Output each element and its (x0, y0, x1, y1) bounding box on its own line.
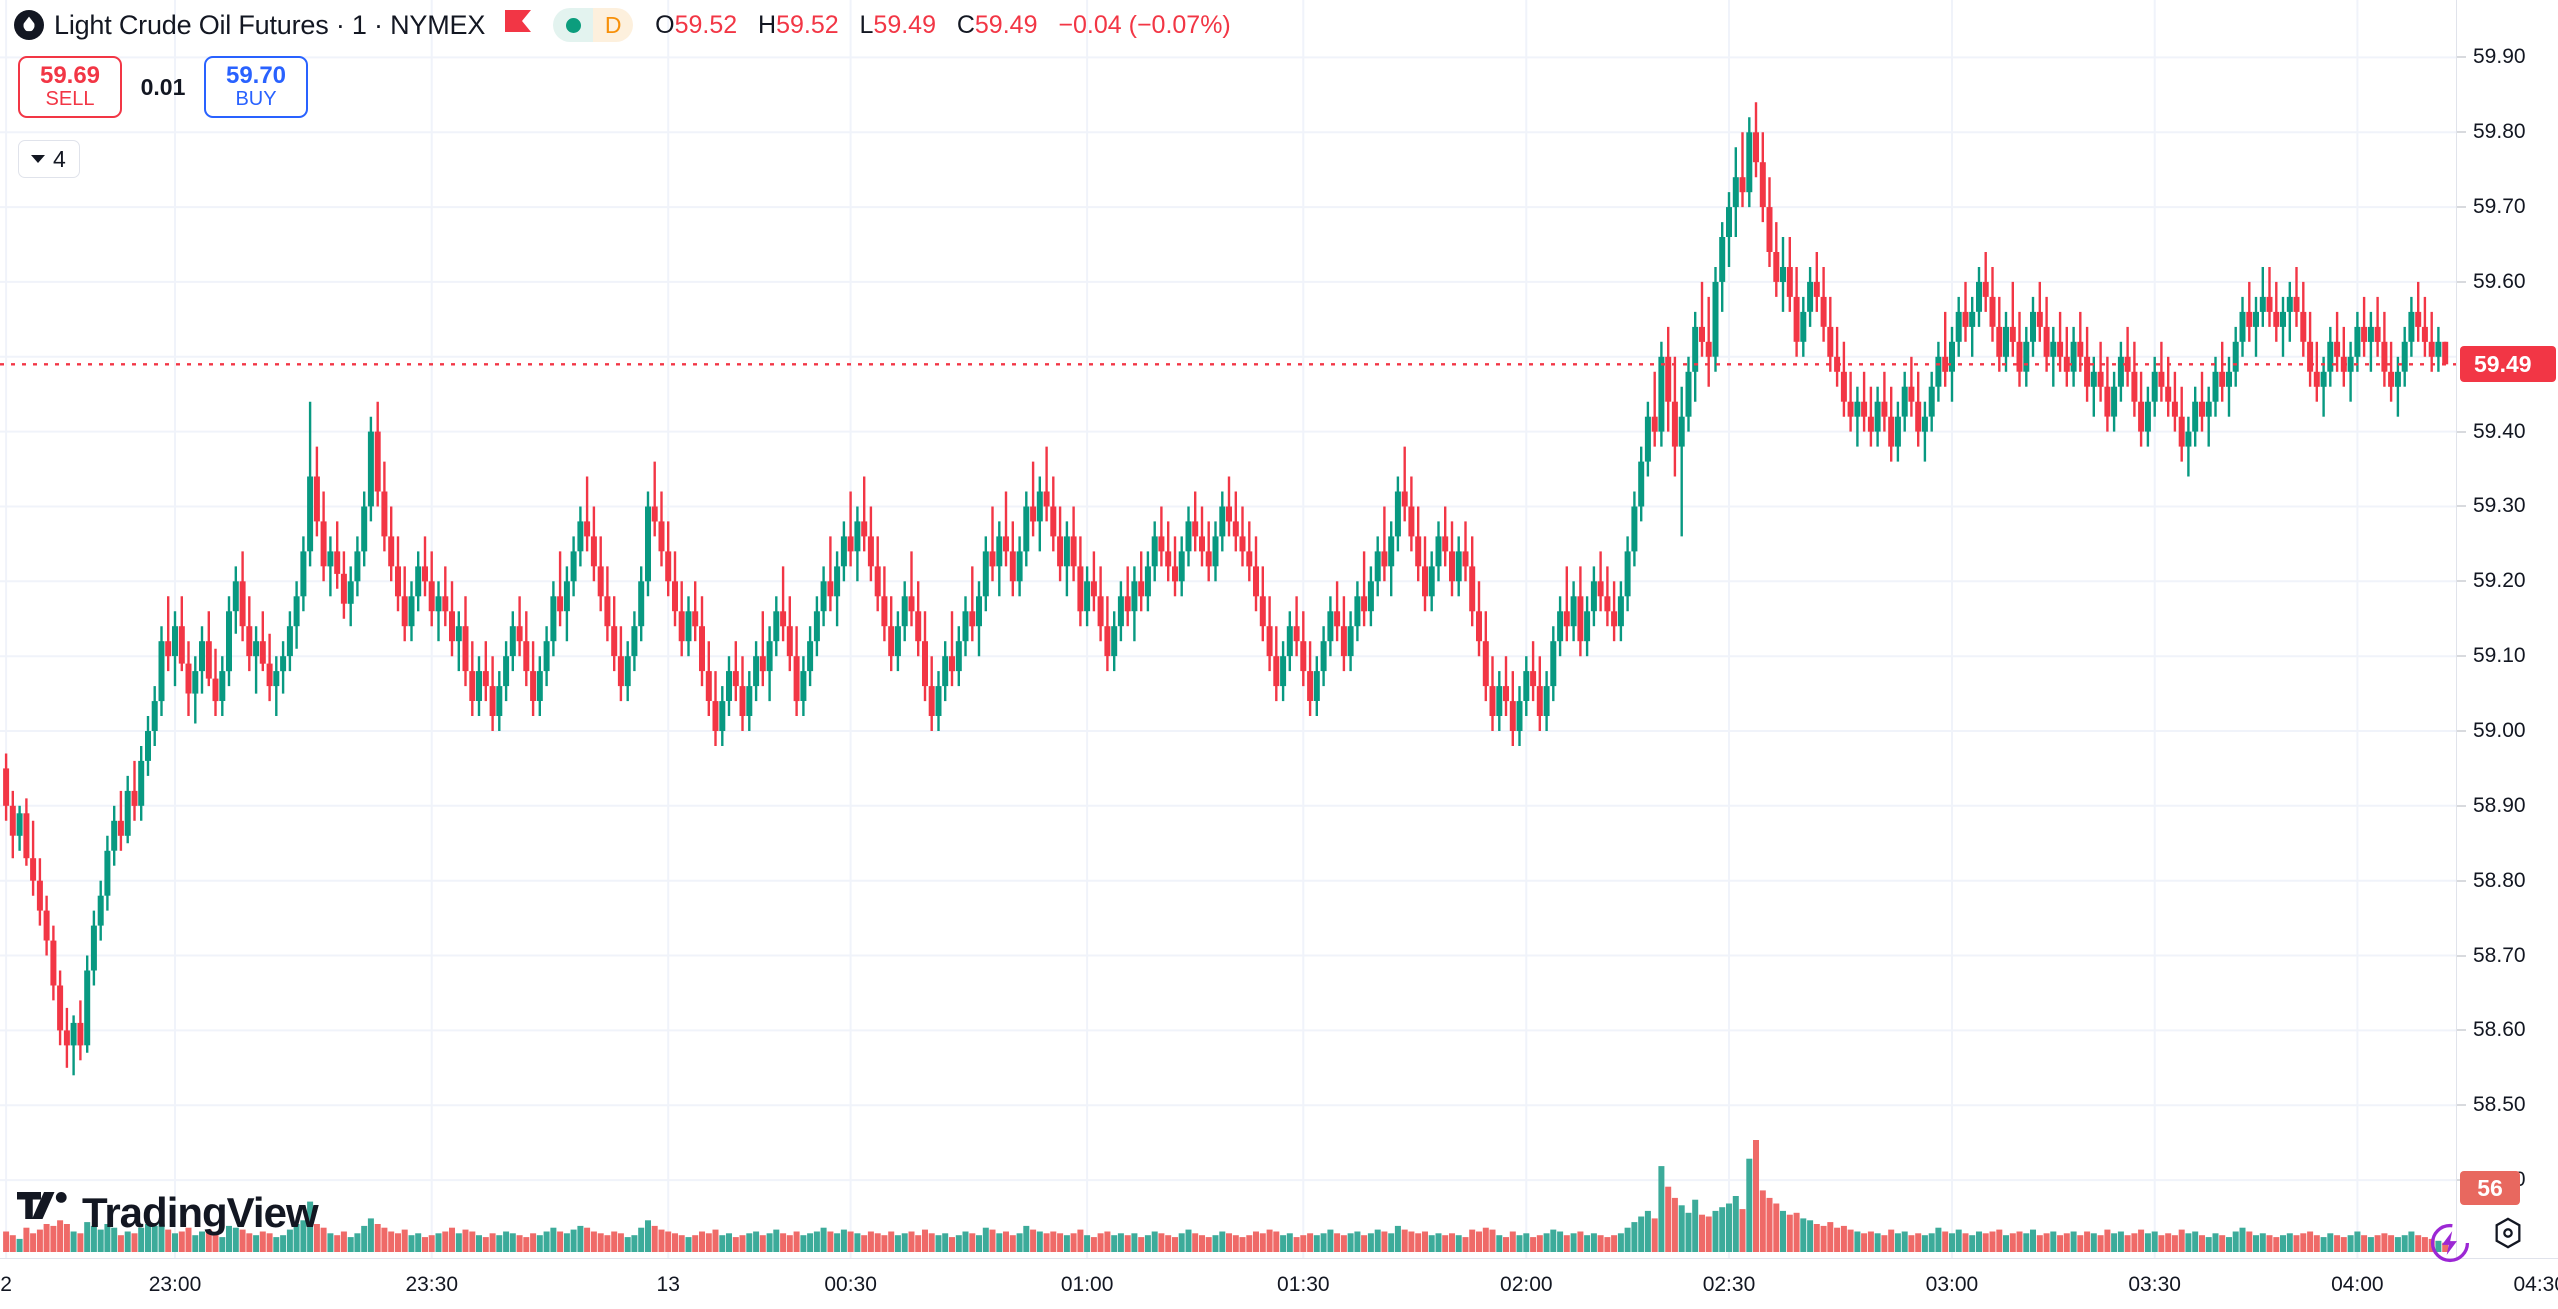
sell-button[interactable]: 59.69 SELL (18, 56, 122, 118)
time-tick-label: 13 (656, 1273, 680, 1296)
price-tick-label: 59.20 (2473, 569, 2526, 593)
price-tick-dash (2457, 955, 2466, 957)
ohlc-change: −0.04 (−0.07%) (1058, 10, 1231, 39)
ohlc-close-value: 59.49 (974, 10, 1038, 39)
time-tick-label: 01:30 (1277, 1273, 1330, 1296)
price-tick-dash (2457, 655, 2466, 657)
time-tick-label: 02:30 (1702, 1273, 1756, 1296)
price-tick-label: 59.60 (2473, 269, 2526, 293)
price-tick-dash (2457, 56, 2466, 58)
candlestick-series (3, 102, 2449, 1076)
realtime-lightning-icon[interactable] (2428, 1221, 2472, 1265)
time-tick-label: 04:00 (2331, 1273, 2384, 1296)
quantity-dropdown[interactable]: 4 (18, 140, 80, 178)
price-tick-dash (2457, 1029, 2466, 1031)
session-interval-badge[interactable]: D (553, 8, 634, 42)
price-tick-label: 59.80 (2473, 120, 2526, 144)
price-tick-dash (2457, 580, 2466, 582)
price-tick-label: 58.60 (2473, 1018, 2526, 1042)
ohlc-low-value: 59.49 (873, 10, 936, 39)
chevron-down-icon (31, 155, 45, 163)
oil-drop-icon (14, 10, 44, 40)
time-tick-label: 00:30 (824, 1273, 877, 1296)
flag-icon[interactable] (505, 10, 532, 40)
time-tick-label: 23:00 (148, 1273, 202, 1296)
price-axis[interactable]: 59.90 59.80 59.70 59.60 59.40 59.30 59.20 59.10… (2456, 0, 2558, 1258)
interval-letter: D (593, 8, 634, 42)
price-tick-label: 59.30 (2473, 494, 2526, 518)
spread-value: 0.01 (140, 73, 186, 100)
time-tick-label: 01:00 (1060, 1273, 1114, 1296)
ohlc-high-value: 59.52 (776, 10, 839, 39)
price-tick-dash (2457, 805, 2466, 807)
price-tick-dash (2457, 1104, 2466, 1106)
price-tick-label: 58.80 (2473, 868, 2526, 892)
price-tick-dash (2457, 505, 2466, 507)
time-tick-label: 03:00 (1925, 1273, 1979, 1296)
volume-series (3, 1140, 2449, 1252)
price-tick-label: 58.70 (2473, 943, 2526, 967)
trade-panel: 59.69 SELL 0.01 59.70 BUY (18, 56, 308, 118)
buy-label: BUY (235, 88, 277, 111)
price-tick-label: 59.00 (2473, 719, 2526, 742)
last-price-line (0, 363, 2456, 366)
price-tick-label: 58.50 (2473, 1093, 2526, 1117)
ohlc-readout: O59.52 H59.52 L59.49 C59.49 −0.04 (−0.07… (655, 11, 1231, 40)
chart-pane[interactable] (0, 0, 2456, 1258)
sell-label: SELL (45, 88, 95, 111)
ohlc-low-label: L (859, 10, 874, 39)
price-tick-label: 59.90 (2473, 45, 2526, 69)
time-tick-label: 02:00 (1500, 1273, 1553, 1296)
ohlc-close-label: C (956, 10, 975, 39)
chart-settings-icon[interactable] (2491, 1216, 2525, 1250)
price-tick-dash (2457, 431, 2466, 433)
time-tick-label: 23:30 (405, 1273, 459, 1296)
time-axis[interactable]: 2 23:00 23:30 13 00:30 01:00 01:30 02:00 02:30 03… (0, 1258, 2558, 1309)
time-tick-label: 2 (0, 1273, 12, 1296)
time-tick-label: 04:30 (2513, 1273, 2558, 1296)
buy-price: 59.70 (225, 61, 287, 89)
buy-button[interactable]: 59.70 BUY (204, 56, 308, 118)
time-tick-label: 03:30 (2128, 1273, 2181, 1296)
price-tick-label: 59.40 (2473, 419, 2526, 443)
price-tick-dash (2457, 730, 2466, 732)
price-tick-label: 59.10 (2473, 644, 2526, 668)
bar-countdown-badge[interactable]: 56 (2460, 1171, 2520, 1206)
price-tick-dash (2457, 131, 2466, 133)
sell-price: 59.69 (39, 61, 101, 89)
price-tick-label: 59.70 (2473, 195, 2526, 219)
symbol-title[interactable]: Light Crude Oil Futures · 1 · NYMEX (54, 9, 486, 40)
ohlc-open-label: O (655, 10, 675, 39)
quantity-value: 4 (53, 145, 66, 172)
session-open-dot-icon (553, 8, 594, 42)
ohlc-high-label: H (758, 10, 777, 39)
chart-header: Light Crude Oil Futures · 1 · NYMEX D O5… (0, 0, 2558, 50)
price-tick-dash (2457, 880, 2466, 882)
price-tick-dash (2457, 281, 2466, 283)
price-tick-dash (2457, 206, 2466, 208)
ohlc-open-value: 59.52 (674, 10, 738, 39)
last-price-badge[interactable]: 59.49 (2460, 346, 2556, 383)
price-tick-label: 58.90 (2473, 793, 2526, 817)
